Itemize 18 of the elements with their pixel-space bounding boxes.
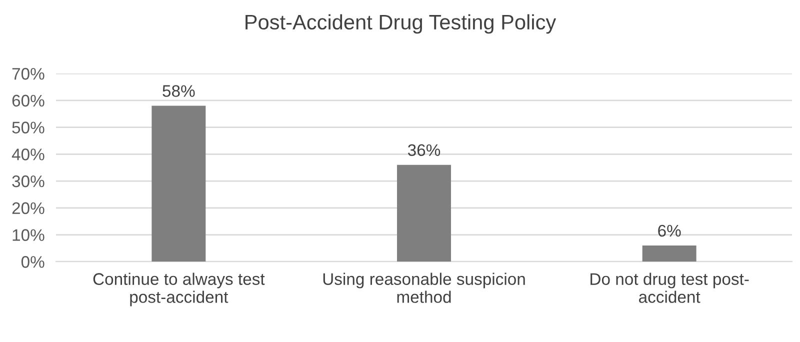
- bar: [152, 106, 206, 262]
- y-tick-label: 70%: [12, 68, 44, 80]
- data-label: 36%: [408, 144, 440, 156]
- chart-title: Post-Accident Drug Testing Policy: [246, 14, 556, 34]
- y-tick-label: 20%: [12, 202, 44, 214]
- x-tick-label: Using reasonable suspicion method: [323, 272, 525, 303]
- bar: [642, 246, 696, 262]
- y-tick-label: 0%: [21, 256, 44, 268]
- y-tick-label: 10%: [12, 229, 44, 241]
- y-tick-label: 40%: [12, 148, 44, 160]
- data-label: 6%: [658, 224, 681, 237]
- y-tick-label: 50%: [12, 122, 44, 134]
- y-tick-label: 30%: [12, 175, 44, 188]
- bar: [397, 164, 451, 262]
- data-label: 58%: [162, 85, 195, 97]
- y-tick-label: 60%: [12, 94, 44, 107]
- x-tick-label: Do not drug test post- accident: [590, 272, 749, 303]
- x-tick-label: Continue to always test post-accident: [93, 272, 265, 306]
